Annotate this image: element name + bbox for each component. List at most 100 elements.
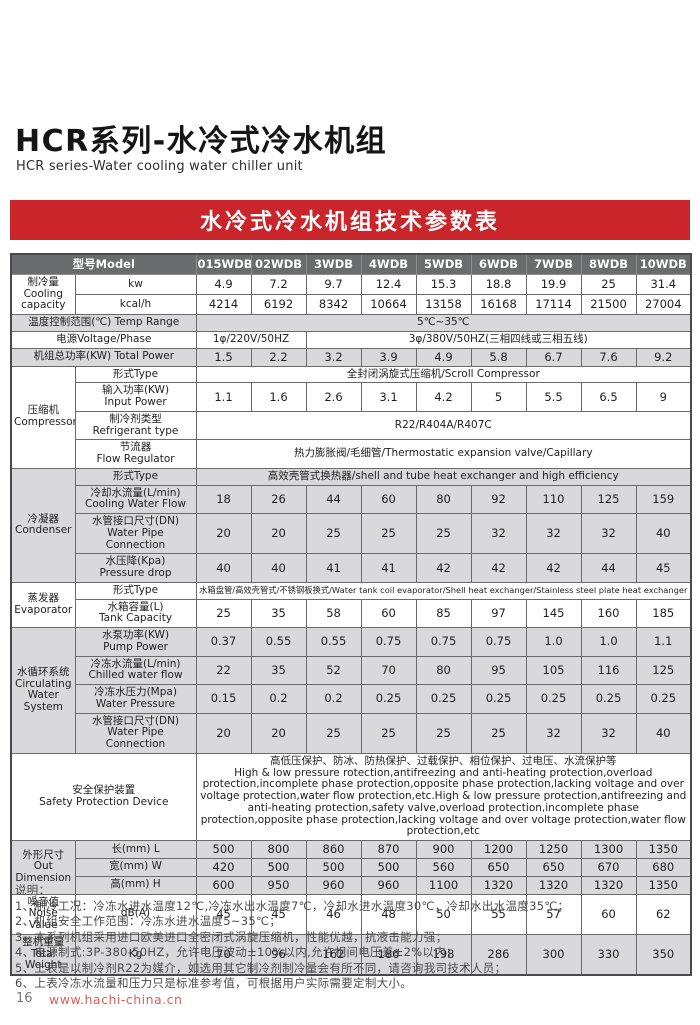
value-cell: 9 [635, 382, 692, 412]
value-cell: 17114 [525, 293, 582, 316]
row-label-cell: 冷冻水压力(Mpa) Water Pressure [74, 684, 197, 714]
column-header-cell: 5WDB [415, 253, 472, 275]
value-cell: 18 [195, 484, 252, 514]
page-title: HCR系列-水冷式冷水机组 [15, 124, 388, 159]
value-cell: 680 [635, 857, 692, 877]
spec-table: 型号Model 015WDB 02WDB 3WDB 4WDB 5WDB 6WDB 7WDB 8W… [10, 253, 693, 977]
row-label-cell: 水箱容量(L) Tank Capacity [74, 598, 197, 628]
value-cell: 55 [470, 893, 527, 935]
section-banner-title: 水冷式冷水机组技术参数表 [199, 210, 500, 235]
value-cell: 13158 [415, 293, 472, 316]
value-cell: 70 [360, 655, 417, 685]
value-cell: 41 [305, 553, 362, 583]
row-label-cell: 形式Type [74, 365, 197, 384]
table-row: 制冷剂类型 Refrigerant type R22/R404A/R407C [11, 410, 692, 441]
value-cell: 500 [195, 840, 252, 859]
note-line: 1、制冷工况：冷冻水进水温度12℃,冷冻水出水温度7℃，冷却水进水温度30℃，冷… [15, 898, 570, 913]
value-cell: 1320 [525, 875, 582, 895]
value-cell: 162 [305, 933, 362, 976]
value-cell: 1.5 [195, 347, 252, 367]
merged-text-cell: 5℃~35℃ [195, 314, 692, 332]
value-cell: 0.25 [635, 684, 692, 714]
value-cell: 20 [250, 712, 307, 754]
value-cell: 58 [305, 598, 362, 628]
value-cell: 0.37 [195, 627, 252, 657]
value-cell: 0.55 [250, 627, 307, 657]
value-cell: 40 [635, 512, 692, 555]
group-label-cell: 压缩机 Compressor [10, 365, 76, 469]
value-cell: 27004 [635, 293, 692, 316]
column-header-cell: 8WDB [580, 253, 637, 275]
table-row: 水箱容量(L) Tank Capacity 25 35 58 60 85 97 145 160 1… [11, 598, 692, 628]
value-cell: 40 [195, 553, 252, 583]
value-cell: 46 [305, 893, 362, 935]
table-row: 机组总功率(KW) Total Power 1.5 2.2 3.2 3.9 4.9 5.8 6… [10, 347, 692, 367]
row-label-cell: 水管接口尺寸(DN) Water Pipe Connection [74, 712, 197, 754]
value-cell: 0.25 [470, 684, 527, 714]
value-cell: 50 [415, 893, 472, 935]
row-label-cell: Kg [74, 933, 197, 976]
value-cell: 26 [250, 484, 307, 514]
value-cell: 870 [360, 840, 417, 859]
value-cell: 25 [360, 512, 417, 555]
value-cell: 600 [195, 875, 252, 895]
value-cell: 6.5 [580, 382, 637, 412]
value-cell: 5.8 [470, 347, 527, 367]
row-label-cell: 节流器 Flow Regulator [74, 439, 197, 469]
value-cell: 1100 [415, 875, 472, 895]
value-cell: 48 [360, 893, 417, 935]
group-label-cell: 安全保护装置 Safety Protection Device [10, 752, 197, 842]
group-label-cell: 整机重量 Total Weight [10, 933, 76, 976]
group-label-cell: 外形尺寸 Out Dimension [10, 840, 76, 895]
value-cell: 159 [635, 484, 692, 514]
value-cell: 25 [360, 712, 417, 754]
row-label-cell: kcal/h [74, 293, 197, 316]
value-cell: 31.4 [635, 273, 692, 296]
value-cell: 1.0 [525, 627, 582, 657]
value-cell: 4.2 [415, 382, 472, 412]
value-cell: 950 [250, 875, 307, 895]
value-cell: 41 [360, 553, 417, 583]
table-row: kcal/h 4214 6192 8342 10664 13158 16168 17114 21… [11, 293, 692, 316]
value-cell: 3.2 [305, 347, 362, 367]
value-cell: 8342 [305, 293, 362, 316]
value-cell: 0.75 [360, 627, 417, 657]
value-cell: 32 [525, 512, 582, 555]
value-cell: 25 [305, 512, 362, 555]
value-cell: 1350 [635, 840, 692, 859]
value-cell: 9.2 [635, 347, 692, 367]
row-label-cell: 冷冻水流量(L/min) Chilled water flow [74, 655, 197, 685]
value-cell: 560 [415, 857, 472, 877]
value-cell: 25 [470, 712, 527, 754]
value-cell: 80 [415, 484, 472, 514]
value-cell: 1.0 [580, 627, 637, 657]
value-cell: 2.2 [250, 347, 307, 367]
value-cell: 80 [415, 655, 472, 685]
value-cell: 0.2 [250, 684, 307, 714]
table-row: 输入功率(KW) Input Power 1.1 1.6 2.6 3.1 4.2 5 5.5 6… [11, 382, 692, 412]
value-cell: 35 [250, 598, 307, 628]
table-row: 压缩机 Compressor 形式Type 全封闭涡旋式压缩机/Scroll Com… [10, 365, 692, 469]
value-cell: 0.75 [415, 627, 472, 657]
note-line: 5、上表是以制冷剂R22为媒介，如选用其它制冷剂制冷量会有所不同，请咨询我司技术… [15, 960, 507, 975]
value-cell: 1.1 [195, 382, 252, 412]
table-row: 电源Voltage/Phase 1φ/220V/50HZ 3φ/380V/50HZ(… [10, 330, 692, 349]
notes: 说明： 1、制冷工况：冷冻水进水温度12℃,冷冻水出水温度7℃，冷却水进水温度3… [15, 883, 687, 992]
column-header-cell: 015WDB [195, 253, 252, 275]
value-cell: 0.25 [525, 684, 582, 714]
group-label-cell: 机组总功率(KW) Total Power [10, 347, 197, 367]
column-header-cell: 7WDB [525, 253, 582, 275]
value-cell: 85 [415, 598, 472, 628]
group-label-cell: 冷凝器 Condenser [10, 467, 76, 583]
row-label-cell: 长(mm) L [74, 840, 197, 859]
section-banner: 水冷式冷水机组技术参数表 [10, 200, 690, 240]
value-cell: 185 [635, 598, 692, 628]
value-cell: 0.55 [305, 627, 362, 657]
value-cell: 960 [360, 875, 417, 895]
value-cell: 330 [580, 933, 637, 976]
value-cell: 0.25 [415, 684, 472, 714]
value-cell: 6192 [250, 293, 307, 316]
group-label-cell: 噪音值 Noise Value [10, 893, 76, 935]
value-cell: 45 [635, 553, 692, 583]
table-row: 安全保护装置 Safety Protection Device 高低压保护、防冰、… [10, 752, 692, 842]
